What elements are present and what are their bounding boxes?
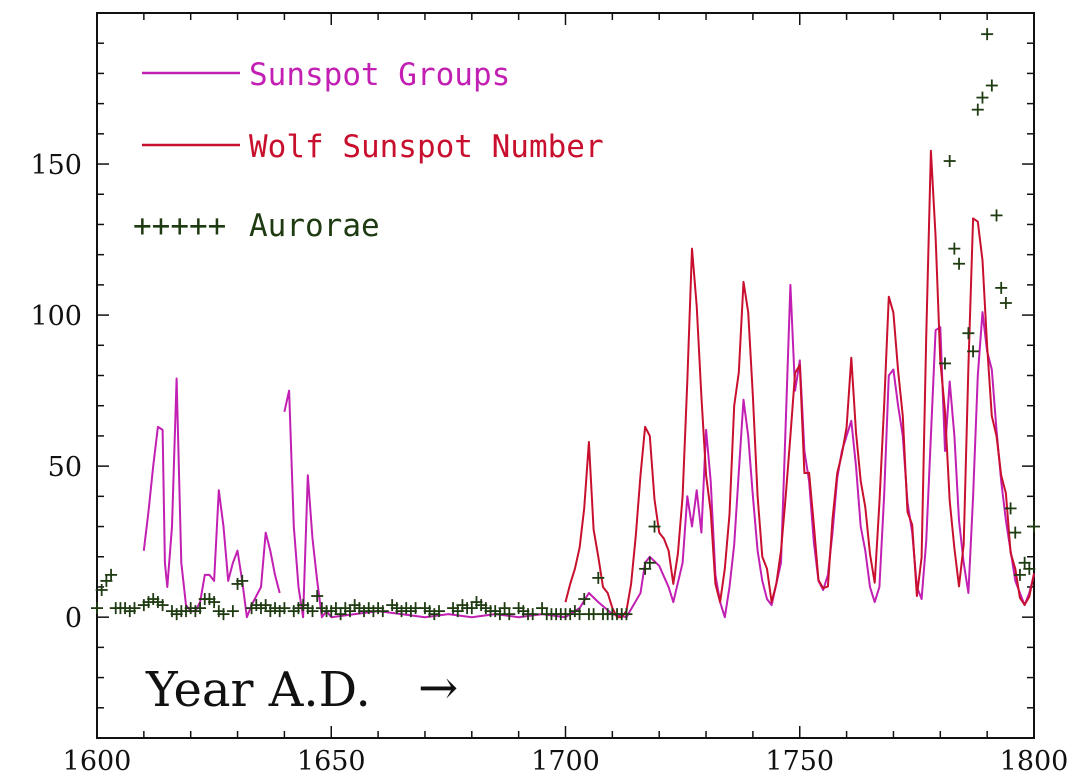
aurora-point bbox=[536, 602, 549, 615]
aurora-point bbox=[962, 327, 975, 340]
legend-label: Sunspot Groups bbox=[249, 57, 510, 93]
series-line-wolf-sunspot-number bbox=[564, 149, 1035, 619]
aurora-point bbox=[194, 602, 207, 615]
aurora-point bbox=[639, 562, 652, 575]
x-tick-label: 1750 bbox=[765, 746, 834, 777]
aurora-point bbox=[643, 556, 656, 569]
aurora-point bbox=[648, 520, 661, 533]
aurora-point bbox=[259, 599, 272, 612]
y-tick-label: 0 bbox=[65, 603, 82, 634]
legend-label: Aurorae bbox=[249, 208, 380, 244]
aurora-point bbox=[156, 599, 169, 612]
x-tick-label: 1600 bbox=[63, 746, 132, 777]
x-tick-label: 1800 bbox=[1000, 746, 1069, 777]
x-tick-label: 1700 bbox=[531, 746, 600, 777]
aurora-point bbox=[100, 574, 113, 587]
aurora-point bbox=[578, 593, 591, 606]
series-line-sunspot-groups bbox=[283, 283, 1035, 619]
y-tick-label: 100 bbox=[30, 301, 82, 332]
aurora-point bbox=[236, 574, 249, 587]
x-tick-label: 1650 bbox=[297, 746, 366, 777]
aurora-point bbox=[306, 605, 319, 618]
aurora-point bbox=[526, 608, 539, 621]
x-caption: Year A.D. → bbox=[145, 660, 458, 718]
aurora-point bbox=[1009, 526, 1022, 539]
aurora-point bbox=[1028, 520, 1040, 533]
aurora-point bbox=[620, 608, 633, 621]
axis-ticks bbox=[97, 13, 1034, 738]
aurora-point bbox=[1004, 502, 1017, 515]
aurora-point bbox=[976, 91, 989, 104]
aurora-point bbox=[938, 357, 951, 370]
aurora-point bbox=[498, 602, 511, 615]
aurora-point bbox=[995, 281, 1008, 294]
aurora-point bbox=[943, 155, 956, 168]
aurorae-markers bbox=[91, 28, 1040, 621]
aurora-point bbox=[948, 242, 961, 255]
x-caption-text: Year A.D. bbox=[145, 662, 371, 718]
axis-tick-labels: 1600 1650 1700 1750 1800 0 50 100 150 bbox=[30, 150, 1068, 777]
aurora-point bbox=[208, 596, 221, 609]
legend: Sunspot Groups Wolf Sunspot Number +++++ Au… bbox=[133, 57, 604, 244]
aurora-point bbox=[967, 345, 980, 358]
aurora-point bbox=[953, 257, 966, 270]
aurora-point bbox=[217, 608, 230, 621]
aurora-point bbox=[95, 583, 108, 596]
aurora-point bbox=[985, 79, 998, 92]
aurora-point bbox=[376, 605, 389, 618]
aurora-point bbox=[226, 605, 239, 618]
y-tick-label: 50 bbox=[48, 452, 82, 483]
series-lines bbox=[142, 149, 1035, 619]
aurora-point bbox=[981, 28, 994, 41]
aurora-point bbox=[592, 571, 605, 584]
legend-label: Wolf Sunspot Number bbox=[249, 129, 604, 165]
aurora-point bbox=[1018, 556, 1031, 569]
aurora-point bbox=[451, 605, 464, 618]
aurora-point bbox=[1023, 562, 1036, 575]
x-caption-arrow: → bbox=[418, 660, 458, 716]
y-tick-label: 150 bbox=[30, 150, 82, 181]
aurora-point bbox=[990, 209, 1003, 222]
aurora-point bbox=[433, 605, 446, 618]
legend-marker: +++++ bbox=[133, 208, 226, 244]
aurora-point bbox=[334, 608, 347, 621]
aurora-point bbox=[105, 568, 118, 581]
aurora-point bbox=[465, 602, 478, 615]
aurora-point bbox=[1013, 568, 1026, 581]
aurora-point bbox=[278, 602, 291, 615]
aurora-point bbox=[503, 608, 516, 621]
aurora-point bbox=[311, 590, 324, 603]
aurora-point bbox=[999, 297, 1012, 309]
aurora-point bbox=[91, 602, 103, 615]
aurora-point bbox=[128, 602, 141, 615]
aurora-point bbox=[971, 103, 984, 116]
aurora-point bbox=[343, 605, 356, 618]
series-line-sunspot-groups bbox=[142, 377, 281, 619]
